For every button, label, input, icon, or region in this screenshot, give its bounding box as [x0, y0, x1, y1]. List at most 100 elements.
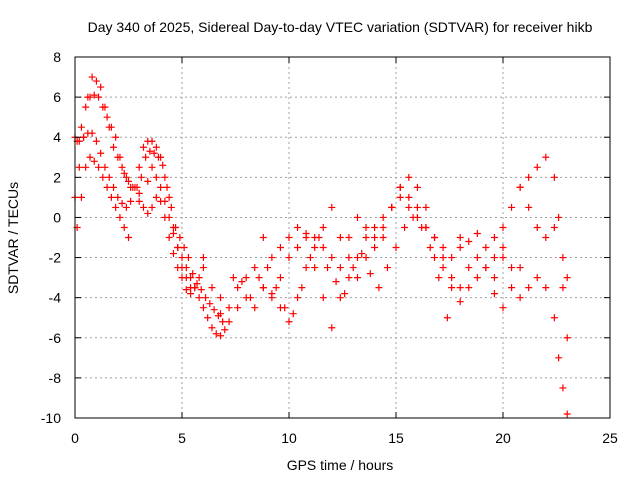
data-point [353, 213, 361, 221]
data-point [431, 254, 439, 262]
series-group [73, 91, 227, 326]
data-point [396, 183, 404, 191]
x-tick-label: 25 [602, 430, 618, 446]
data-point [525, 203, 533, 211]
data-point [473, 274, 481, 282]
data-point [97, 149, 105, 157]
data-points [71, 73, 571, 418]
data-point [396, 193, 404, 201]
data-point [178, 274, 186, 282]
data-point [193, 280, 201, 288]
data-point [118, 199, 126, 207]
data-point [101, 163, 109, 171]
data-point [148, 163, 156, 171]
data-point [152, 173, 160, 181]
data-point [251, 264, 259, 272]
data-point [362, 234, 370, 241]
data-point [187, 290, 195, 298]
data-point [229, 274, 237, 282]
data-point [319, 244, 327, 252]
data-point [379, 223, 387, 231]
data-point [285, 254, 293, 262]
y-tick-label: -4 [49, 290, 62, 306]
data-point [550, 314, 558, 322]
data-point [542, 284, 550, 292]
data-point [473, 254, 481, 262]
data-point [95, 93, 103, 101]
data-point [86, 93, 94, 101]
data-point [499, 244, 507, 252]
data-point [405, 203, 413, 211]
data-point [202, 294, 210, 302]
data-point [174, 264, 182, 272]
data-point [285, 234, 293, 241]
data-point [353, 274, 361, 282]
y-tick-label: 4 [53, 129, 61, 145]
series-group [217, 173, 507, 312]
data-point [135, 163, 143, 171]
data-point [169, 250, 177, 258]
data-point [77, 123, 85, 131]
data-point [197, 286, 205, 294]
data-point [137, 173, 145, 181]
plot-frame [74, 56, 611, 419]
data-point [206, 300, 214, 308]
data-point [146, 147, 154, 155]
data-point [161, 213, 169, 221]
data-point [533, 274, 541, 282]
data-point [90, 91, 98, 99]
data-point [86, 153, 94, 161]
data-point [362, 254, 370, 262]
data-point [482, 264, 490, 272]
data-point [114, 193, 122, 201]
data-point [97, 83, 105, 91]
data-point [234, 284, 242, 292]
data-point [328, 203, 336, 211]
data-point [482, 244, 490, 252]
data-point [234, 304, 242, 312]
data-point [332, 278, 340, 286]
data-point [272, 284, 280, 292]
data-point [294, 294, 302, 302]
data-point [306, 254, 314, 262]
data-point [189, 270, 197, 278]
data-point [75, 163, 83, 171]
y-tick-label: -2 [49, 250, 62, 266]
data-point [550, 173, 558, 181]
data-point [281, 304, 289, 312]
series-group [73, 153, 199, 298]
data-point [154, 153, 162, 161]
data-point [152, 193, 160, 201]
axis-ticks: 0 5 10 15 20 25 -10 -8 -6 -4 -2 0 2 4 6 8 [41, 49, 618, 446]
data-point [120, 169, 128, 177]
data-point [208, 324, 216, 332]
data-point [379, 234, 387, 241]
data-point [422, 203, 430, 211]
data-point [298, 284, 306, 292]
data-point [82, 163, 90, 171]
data-point [246, 294, 254, 302]
data-point [259, 234, 267, 241]
data-point [465, 238, 473, 246]
data-point [422, 223, 430, 231]
data-point [157, 197, 165, 205]
data-point [112, 133, 120, 141]
data-point [167, 203, 175, 211]
data-point [319, 223, 327, 231]
data-point [456, 244, 464, 252]
data-point [336, 294, 344, 302]
data-point [508, 203, 516, 211]
data-point [371, 223, 379, 231]
data-point [362, 223, 370, 231]
data-point [508, 284, 516, 292]
data-point [225, 318, 233, 326]
data-point [172, 223, 180, 231]
data-point [294, 244, 302, 252]
data-point [165, 234, 173, 241]
data-point [311, 244, 319, 252]
data-point [99, 173, 107, 181]
data-point [341, 290, 349, 298]
x-tick-label: 0 [71, 430, 79, 446]
data-point [473, 229, 481, 237]
